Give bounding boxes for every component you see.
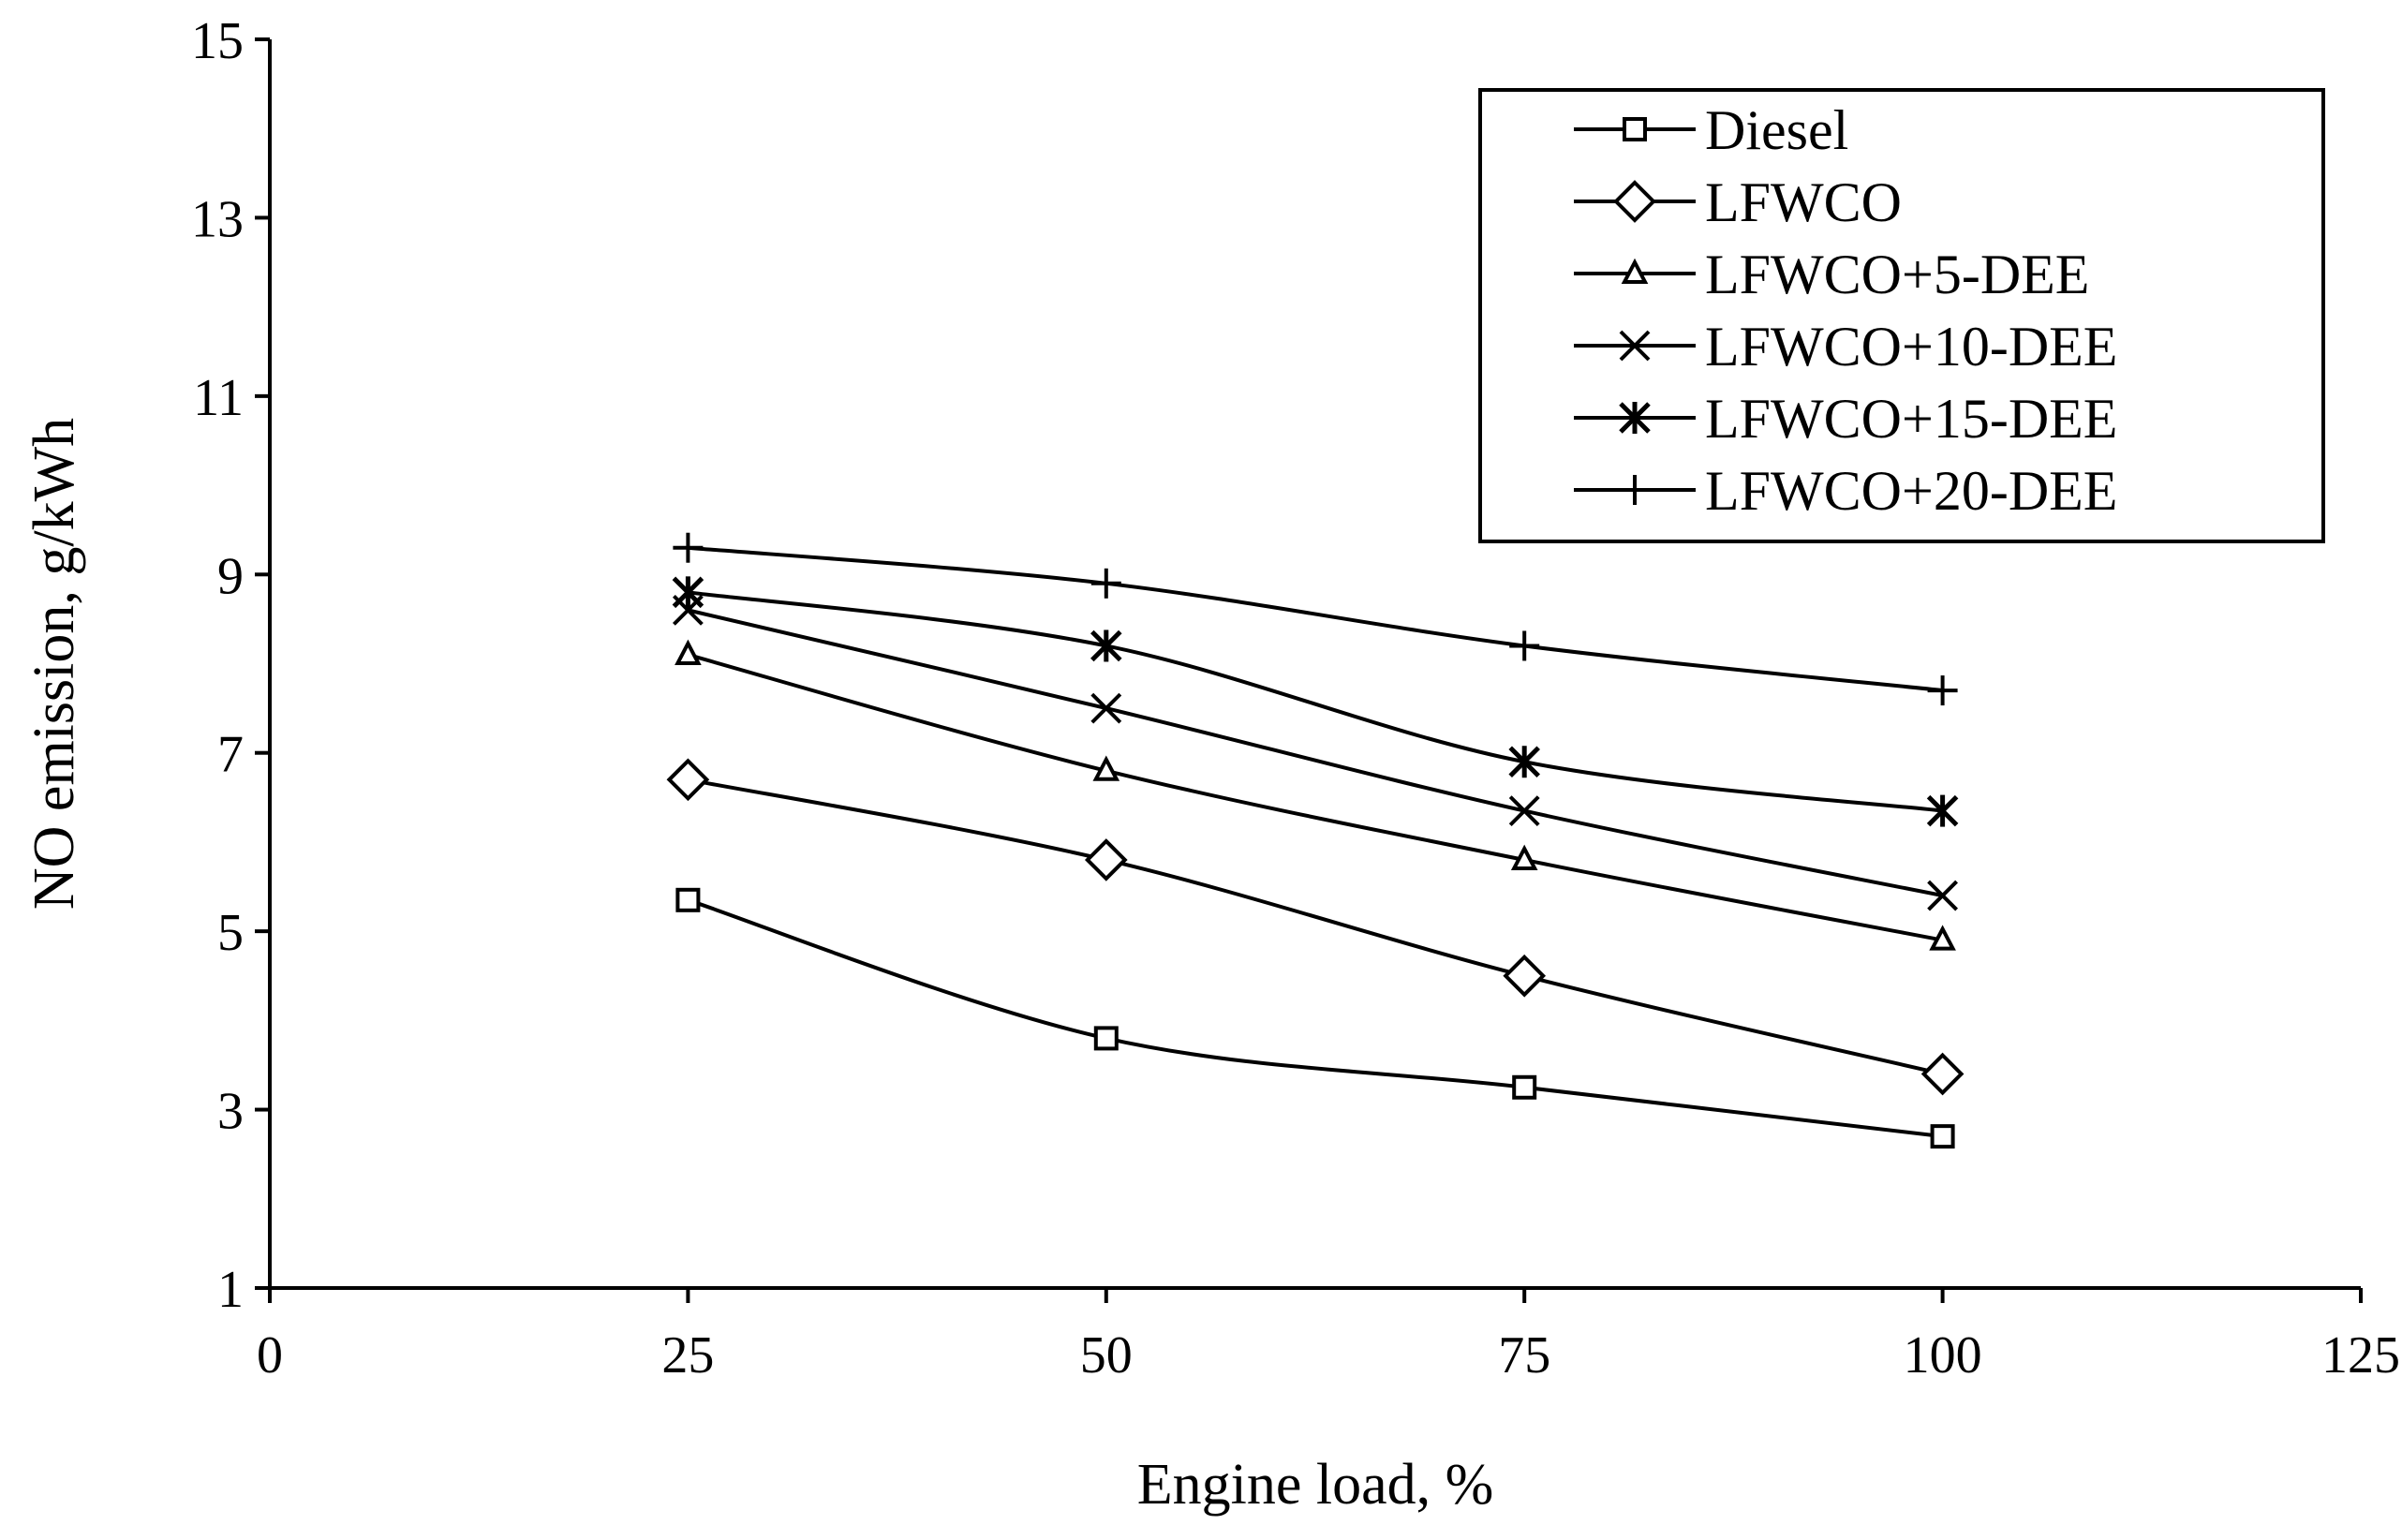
data-point (1508, 795, 1540, 827)
data-point (1093, 1026, 1119, 1051)
x-tick-label: 100 (1904, 1326, 1982, 1385)
series-line-lfwco-5-dee (687, 653, 1943, 942)
data-point (1927, 880, 1959, 911)
data-point (672, 576, 704, 609)
data-point (1509, 630, 1540, 661)
series-layer (666, 532, 1965, 1149)
series-line-lfwco (688, 777, 1944, 1076)
data-point (673, 532, 704, 563)
series-lfwco-10-dee (672, 594, 1959, 911)
data-point (1090, 629, 1122, 662)
data-point (1090, 692, 1122, 724)
legend-label: Diesel (1705, 99, 1848, 161)
data-point (1621, 258, 1649, 284)
legend-box (1478, 88, 2325, 543)
data-point (675, 639, 702, 665)
x-tick-label: 50 (1080, 1326, 1133, 1385)
y-tick-label: 5 (217, 904, 244, 962)
data-point (1092, 755, 1120, 781)
legend-item-lfwco-20-dee: LFWCO+20-DEE (1574, 460, 2117, 522)
x-tick-label: 0 (257, 1326, 283, 1385)
data-point-stroke (1619, 330, 1651, 362)
legend-item-diesel: Diesel (1574, 99, 1848, 161)
x-tick-label: 125 (2321, 1326, 2400, 1385)
y-tick-label: 1 (217, 1261, 244, 1319)
data-point (1930, 1124, 1955, 1149)
x-tick-label: 75 (1498, 1326, 1550, 1385)
data-point (1508, 746, 1540, 778)
y-tick-label: 13 (191, 190, 244, 248)
legend-label: LFWCO+5-DEE (1705, 244, 2089, 305)
data-point (1512, 1074, 1537, 1100)
data-point (1619, 402, 1651, 434)
series-line-lfwco-20-dee (688, 545, 1943, 693)
data-point (1619, 330, 1651, 362)
y-tick-label: 15 (191, 12, 244, 70)
x-tick-label: 25 (661, 1326, 714, 1385)
data-point-stroke (1508, 795, 1540, 827)
x-axis-title: Engine load, % (1137, 1453, 1494, 1517)
legend-label: LFWCO+10-DEE (1705, 316, 2117, 378)
legend-item-lfwco: LFWCO (1574, 171, 1902, 233)
data-point (1920, 1052, 1965, 1096)
y-tick-label: 7 (217, 726, 244, 784)
legend: Diesel LFWCO LFWCO+5-DEE LFWCO+10-DEE LFWCO+… (1478, 88, 2325, 543)
series-lfwco-5-dee (675, 639, 1956, 951)
legend-item-lfwco-10-dee: LFWCO+10-DEE (1574, 316, 2117, 378)
series-line-lfwco-10-dee (687, 608, 1943, 898)
legend-label: LFWCO+15-DEE (1705, 388, 2117, 450)
series-line-diesel (687, 897, 1943, 1139)
data-point (1623, 117, 1647, 141)
data-point (1620, 475, 1650, 505)
data-point (666, 758, 710, 802)
data-point-stroke (1927, 880, 1959, 911)
data-point (1090, 568, 1121, 599)
data-point (1084, 838, 1128, 881)
data-point (1510, 844, 1538, 870)
data-point (1503, 954, 1547, 998)
legend-label: LFWCO (1705, 171, 1902, 233)
legend-item-lfwco-15-dee: LFWCO+15-DEE (1574, 388, 2117, 450)
data-point (1927, 675, 1958, 706)
data-point (1929, 925, 1956, 951)
y-tick-label: 9 (217, 547, 244, 605)
legend-item-lfwco-5-dee: LFWCO+5-DEE (1574, 244, 2089, 305)
y-tick-label: 11 (193, 369, 244, 427)
series-lfwco-15-dee (672, 576, 1959, 827)
data-point (1926, 794, 1959, 827)
data-point-stroke (1090, 692, 1122, 724)
data-point (675, 887, 701, 912)
series-lfwco-20-dee (673, 532, 1958, 706)
legend-label: LFWCO+20-DEE (1705, 460, 2117, 522)
y-tick-label: 3 (217, 1083, 244, 1141)
series-line-lfwco-15-dee (688, 590, 1943, 813)
series-diesel (675, 887, 1955, 1149)
y-axis-title: NO emission, g/kWh (22, 418, 86, 910)
data-point (1613, 180, 1656, 223)
series-lfwco (666, 758, 1965, 1096)
